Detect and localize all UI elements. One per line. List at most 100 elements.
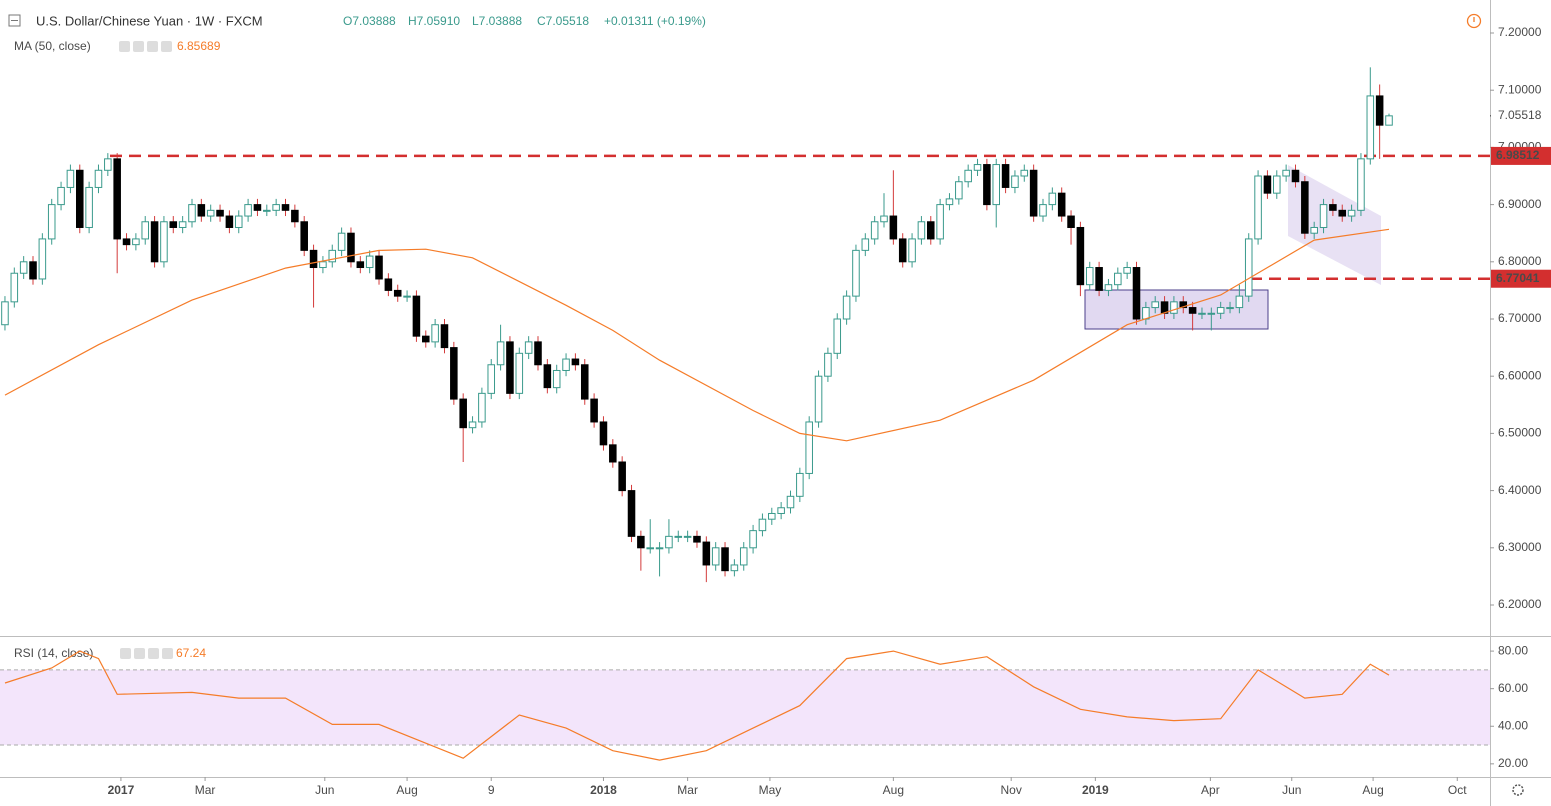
candle-body: [57, 186, 65, 206]
candle-body: [1338, 209, 1347, 217]
last-price-bg: [1491, 107, 1551, 124]
candle-body: [814, 375, 823, 423]
candle-body: [749, 530, 757, 549]
rsi-legend-icons[interactable]: [120, 648, 173, 659]
candle-body: [1020, 169, 1029, 177]
y-tick-label: 6.90000: [1498, 197, 1542, 211]
ohlc-change: +0.01311 (+0.19%): [604, 14, 706, 28]
rsi-y-tick-label: 60.00: [1498, 681, 1528, 695]
candle-body: [188, 204, 196, 223]
candle-body: [300, 221, 308, 251]
rsi-band-layer: [0, 669, 1490, 746]
candle-body: [618, 461, 626, 492]
candle-body: [1216, 307, 1225, 314]
candle-body: [1273, 175, 1281, 194]
candle-body: [590, 398, 598, 423]
candle-body: [1076, 226, 1085, 286]
candle-body: [552, 369, 561, 389]
x-tick-label: Jun: [315, 783, 334, 797]
candle-body: [655, 547, 664, 550]
x-tick-label: May: [759, 783, 782, 797]
y-tick-label: 6.20000: [1498, 597, 1542, 611]
candle-body: [945, 198, 954, 206]
candle-body: [160, 221, 168, 263]
candle-body: [393, 289, 402, 297]
candle-body: [1198, 312, 1206, 315]
candle-body: [599, 421, 608, 446]
candle-body: [169, 221, 178, 228]
candle-body: [38, 238, 47, 280]
candle-body: [47, 204, 56, 240]
candle-body: [272, 204, 280, 211]
candle-body: [1114, 272, 1122, 286]
candle-body: [113, 158, 121, 240]
candle-body: [1244, 238, 1253, 297]
candle-body: [1039, 204, 1047, 217]
candle-body: [1085, 267, 1094, 286]
candle-body: [234, 215, 243, 228]
candle-body: [216, 209, 224, 217]
candle-body: [833, 318, 842, 354]
x-tick-label: Mar: [195, 783, 216, 797]
candle-body: [450, 347, 458, 400]
x-tick-label: 9: [488, 783, 495, 797]
channel: [1288, 165, 1381, 285]
rsi-legend-name: RSI (14, close): [14, 646, 93, 660]
candle-body: [983, 164, 991, 206]
candle-body: [375, 255, 383, 280]
candle-body: [674, 535, 683, 538]
candle-body: [1132, 267, 1141, 320]
candle-body: [94, 169, 103, 188]
collapse-icon[interactable]: [8, 14, 21, 27]
candle-body: [1235, 295, 1244, 309]
candle-body: [786, 495, 795, 509]
candle-body: [1366, 95, 1375, 160]
candle-body: [104, 158, 112, 171]
candle-body: [75, 169, 84, 228]
settings-icon[interactable]: [1512, 784, 1524, 796]
ohlc-high: H7.05910: [408, 14, 460, 28]
x-tick-label: Nov: [1001, 783, 1022, 797]
candle-body: [365, 255, 374, 269]
candle-body: [496, 341, 505, 366]
candle-body: [487, 364, 496, 394]
ohlc-close: C7.05518: [537, 14, 589, 28]
candle-body: [777, 507, 785, 514]
alert-icon[interactable]: [1466, 13, 1482, 29]
candle-body: [1207, 312, 1216, 315]
candle-body: [1226, 307, 1234, 310]
candle-body: [85, 186, 93, 228]
ma-legend-icons[interactable]: [119, 41, 172, 52]
candle-body: [132, 238, 140, 246]
x-tick-label: Apr: [1201, 783, 1220, 797]
candle-body: [1347, 209, 1356, 217]
candle-body: [431, 324, 439, 343]
candle-body: [412, 295, 421, 337]
candle-body: [805, 421, 813, 474]
candle-body: [1291, 169, 1300, 183]
candle-body: [197, 204, 206, 217]
candle-body: [1319, 204, 1328, 228]
candle-body: [870, 221, 879, 240]
candle-body: [1329, 204, 1337, 211]
candle-body: [141, 221, 150, 240]
candle-body: [440, 324, 449, 349]
candle-body: [468, 421, 477, 429]
rsi-y-tick-label: 80.00: [1498, 643, 1528, 657]
candle-body: [683, 535, 692, 538]
candle-body: [609, 444, 617, 463]
candle-body: [1310, 226, 1318, 234]
candle-body: [19, 261, 28, 274]
ma-line: [4, 228, 1390, 442]
level-label: 6.98512: [1496, 148, 1540, 162]
candle-body: [571, 358, 580, 366]
y-tick-label: 6.30000: [1498, 540, 1542, 554]
candle-body: [478, 392, 486, 423]
candle-body: [992, 164, 1001, 206]
candle-body: [908, 238, 916, 263]
candle-body: [711, 547, 720, 566]
y-tick-label: 6.70000: [1498, 311, 1542, 325]
candle-body: [1263, 175, 1272, 194]
candle-body: [1385, 115, 1393, 126]
candle-body: [281, 204, 290, 211]
